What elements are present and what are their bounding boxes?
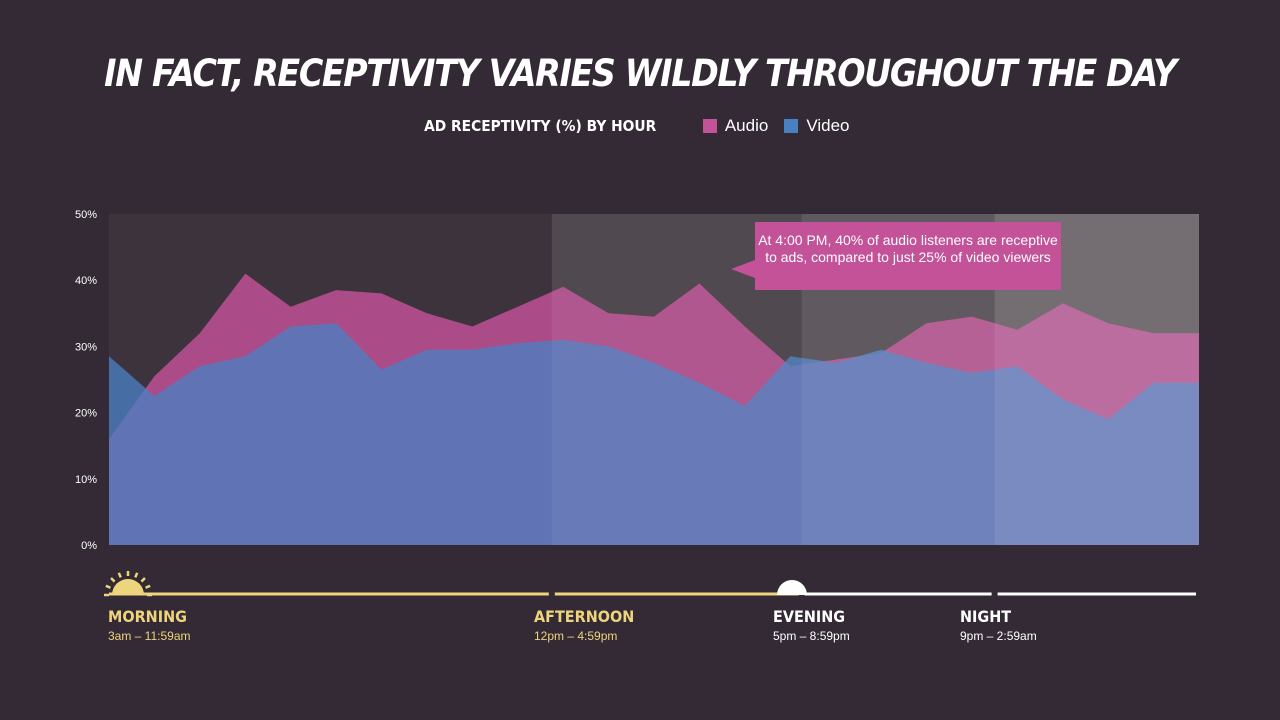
sun-icon [104,571,152,597]
chart-subtitle: AD RECEPTIVITY (%) BY HOUR [424,117,657,135]
y-tick-label: 10% [75,474,97,486]
period-afternoon-label: AFTERNOON [534,607,635,626]
y-tick-label: 30% [75,341,97,353]
period-evening-label: EVENING [773,607,846,626]
page-title: IN FACT, RECEPTIVITY VARIES WILDLY THROU… [104,52,1177,95]
legend-audio-label: Audio [724,116,769,135]
legend-video-swatch [784,119,799,133]
period-night-range: 9pm – 2:59am [960,629,1037,643]
chart-header: AD RECEPTIVITY (%) BY HOUR Audio Video [0,116,1280,136]
legend-audio-swatch [702,119,717,133]
y-tick-label: 20% [75,408,97,420]
y-tick-label: 0% [81,540,97,552]
callout-pointer [731,260,755,278]
moon-icon [777,580,807,595]
area-video [109,323,1199,545]
period-afternoon-range: 12pm – 4:59pm [534,629,618,643]
y-tick-label: 40% [75,275,97,287]
legend-video: Video [784,116,850,136]
period-evening-range: 5pm – 8:59pm [773,629,850,643]
period-night-label: NIGHT [960,607,1012,626]
y-tick-label: 50% [75,209,97,221]
legend-video-label: Video [806,116,850,135]
period-morning-range: 3am – 11:59am [108,629,191,643]
callout-text: At 4:00 PM, 40% of audio listeners are r… [758,232,1058,265]
legend-audio: Audio [702,116,769,136]
period-morning-label: MORNING [108,607,187,626]
annotation-callout: At 4:00 PM, 40% of audio listeners are r… [731,222,1061,290]
